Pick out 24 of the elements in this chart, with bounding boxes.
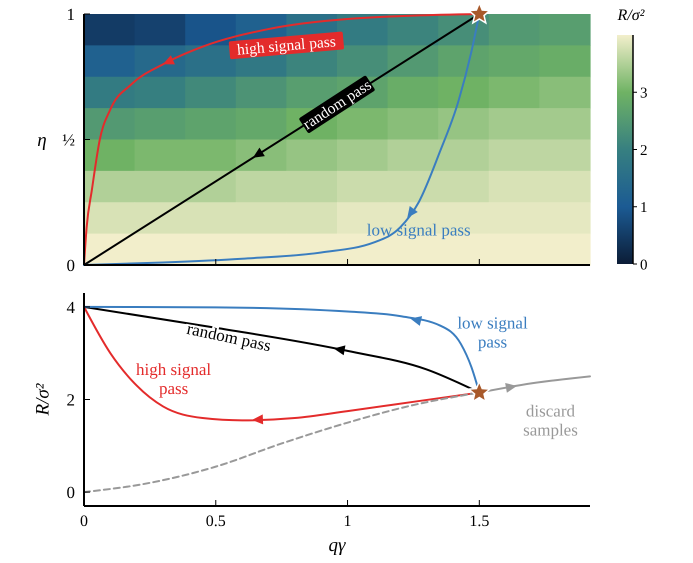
y-tick-label: 0 <box>66 483 75 502</box>
x-tick-label: 0 <box>80 513 88 530</box>
series-label: high signal pass <box>136 360 212 398</box>
legend-label: low signal pass <box>366 220 471 240</box>
y-tick-label: 2 <box>66 390 75 410</box>
legend-label: low signal pass <box>457 313 528 352</box>
series-label: discard samples <box>523 401 578 440</box>
text: random pass <box>185 318 273 356</box>
y-axis-title: R/σ² <box>32 383 54 416</box>
color-bar-label: 3 <box>640 86 648 102</box>
y-tick-label: 4 <box>66 298 76 317</box>
y-tick-label: 0 <box>66 256 75 275</box>
series-label: high signal pass <box>236 33 337 59</box>
color-bar-label: 2 <box>640 142 648 159</box>
x-tick-label: 1.5 <box>469 513 490 530</box>
color-bar-label: 1 <box>640 200 648 216</box>
color-bar-title: R/σ² <box>616 7 646 24</box>
y-tick-label: ½ <box>62 130 76 150</box>
y-tick-label: 1 <box>66 4 75 24</box>
x-tick-label: 0.5 <box>206 513 226 530</box>
color-bar-label: 0 <box>640 257 648 274</box>
y-axis-title: η <box>37 130 47 152</box>
x-axis-title: qγ <box>328 535 346 556</box>
x-tick-label: 1 <box>344 513 352 530</box>
